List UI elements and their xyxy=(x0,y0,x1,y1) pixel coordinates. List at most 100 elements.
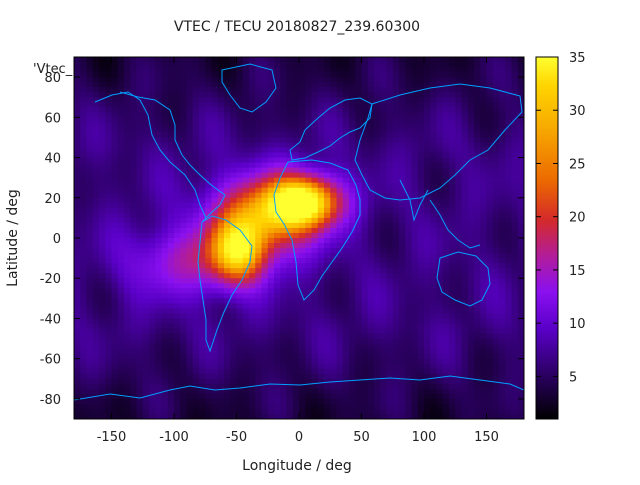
heatmap-cell xyxy=(211,393,219,400)
heatmap-cell xyxy=(386,82,394,88)
heatmap-cell xyxy=(86,202,94,209)
heatmap-cell xyxy=(199,403,206,410)
heatmap-cell xyxy=(386,177,394,184)
heatmap-cell xyxy=(130,162,138,169)
heatmap-cell xyxy=(267,117,275,123)
heatmap-cell xyxy=(499,243,506,249)
heatmap-cell xyxy=(149,197,156,204)
heatmap-cell xyxy=(192,207,200,214)
heatmap-cell xyxy=(442,358,450,365)
heatmap-cell xyxy=(149,102,156,108)
heatmap-cell xyxy=(386,363,394,370)
heatmap-cell xyxy=(180,328,188,335)
heatmap-cell xyxy=(480,157,488,164)
heatmap-cell xyxy=(86,318,94,325)
heatmap-cell xyxy=(174,393,181,400)
heatmap-cell xyxy=(274,298,281,304)
heatmap-cell xyxy=(405,323,413,330)
heatmap-cell xyxy=(430,398,438,405)
heatmap-cell xyxy=(367,82,375,88)
heatmap-cell xyxy=(155,308,163,315)
heatmap-cell xyxy=(517,112,524,118)
heatmap-cell xyxy=(505,82,513,88)
heatmap-cell xyxy=(74,87,81,93)
heatmap-cell xyxy=(336,167,344,174)
heatmap-cell xyxy=(467,87,475,93)
heatmap-cell xyxy=(336,263,344,269)
heatmap-cell xyxy=(442,348,450,355)
heatmap-cell xyxy=(105,343,113,350)
heatmap-cell xyxy=(142,217,150,224)
heatmap-cell xyxy=(117,162,125,169)
heatmap-cell xyxy=(324,177,331,184)
heatmap-cell xyxy=(136,298,144,304)
heatmap-cell xyxy=(167,298,175,304)
heatmap-cell xyxy=(299,358,306,365)
heatmap-cell xyxy=(392,303,400,309)
heatmap-cell xyxy=(467,333,475,340)
heatmap-cell xyxy=(86,162,94,169)
heatmap-cell xyxy=(467,127,475,134)
heatmap-cell xyxy=(249,378,256,385)
heatmap-cell xyxy=(249,202,256,209)
heatmap-cell xyxy=(249,212,256,219)
heatmap-cell xyxy=(374,217,381,224)
heatmap-cell xyxy=(224,77,231,83)
heatmap-cell xyxy=(174,167,181,174)
heatmap-cell xyxy=(386,278,394,284)
heatmap-cell xyxy=(380,383,388,390)
heatmap-cell xyxy=(380,373,388,380)
heatmap-cell xyxy=(430,157,438,164)
heatmap-cell xyxy=(111,97,119,103)
heatmap-cell xyxy=(224,162,231,169)
heatmap-cell xyxy=(130,358,138,365)
heatmap-cell xyxy=(392,232,400,239)
heatmap-cell xyxy=(261,152,269,159)
heatmap-cell xyxy=(355,283,363,289)
heatmap-cell xyxy=(324,97,331,103)
heatmap-cell xyxy=(442,82,450,88)
heatmap-cell xyxy=(461,283,469,289)
heatmap-cell xyxy=(411,167,419,174)
heatmap-cell xyxy=(249,197,256,204)
heatmap-cell xyxy=(349,373,356,380)
heatmap-cell xyxy=(267,227,275,234)
heatmap-cell xyxy=(211,398,219,405)
heatmap-cell xyxy=(211,177,219,184)
heatmap-cell xyxy=(405,182,413,189)
heatmap-cell xyxy=(186,137,194,144)
heatmap-cell xyxy=(442,368,450,375)
heatmap-cell xyxy=(124,92,131,98)
heatmap-cell xyxy=(174,107,181,113)
heatmap-cell xyxy=(230,82,238,88)
heatmap-cell xyxy=(199,238,206,244)
heatmap-cell xyxy=(361,358,369,365)
heatmap-cell xyxy=(174,248,181,254)
heatmap-cell xyxy=(124,57,131,63)
heatmap-cell xyxy=(267,172,275,179)
heatmap-cell xyxy=(299,232,306,239)
heatmap-cell xyxy=(167,102,175,108)
heatmap-cell xyxy=(424,388,431,395)
heatmap-cell xyxy=(180,92,188,98)
heatmap-cell xyxy=(299,263,306,269)
heatmap-cell xyxy=(149,127,156,134)
heatmap-cell xyxy=(517,57,524,63)
heatmap-cell xyxy=(80,383,88,390)
heatmap-cell xyxy=(349,358,356,365)
heatmap-cell xyxy=(499,122,506,128)
heatmap-cell xyxy=(267,147,275,154)
heatmap-cell xyxy=(136,62,144,68)
heatmap-cell xyxy=(80,348,88,355)
heatmap-cell xyxy=(324,388,331,395)
heatmap-cell xyxy=(142,72,150,78)
heatmap-cell xyxy=(124,122,131,128)
heatmap-cell xyxy=(267,338,275,345)
heatmap-cell xyxy=(224,102,231,108)
heatmap-cell xyxy=(355,358,363,365)
heatmap-cell xyxy=(105,243,113,249)
heatmap-cell xyxy=(111,333,119,340)
heatmap-cell xyxy=(242,217,250,224)
heatmap-cell xyxy=(105,293,113,299)
heatmap-cell xyxy=(392,328,400,335)
